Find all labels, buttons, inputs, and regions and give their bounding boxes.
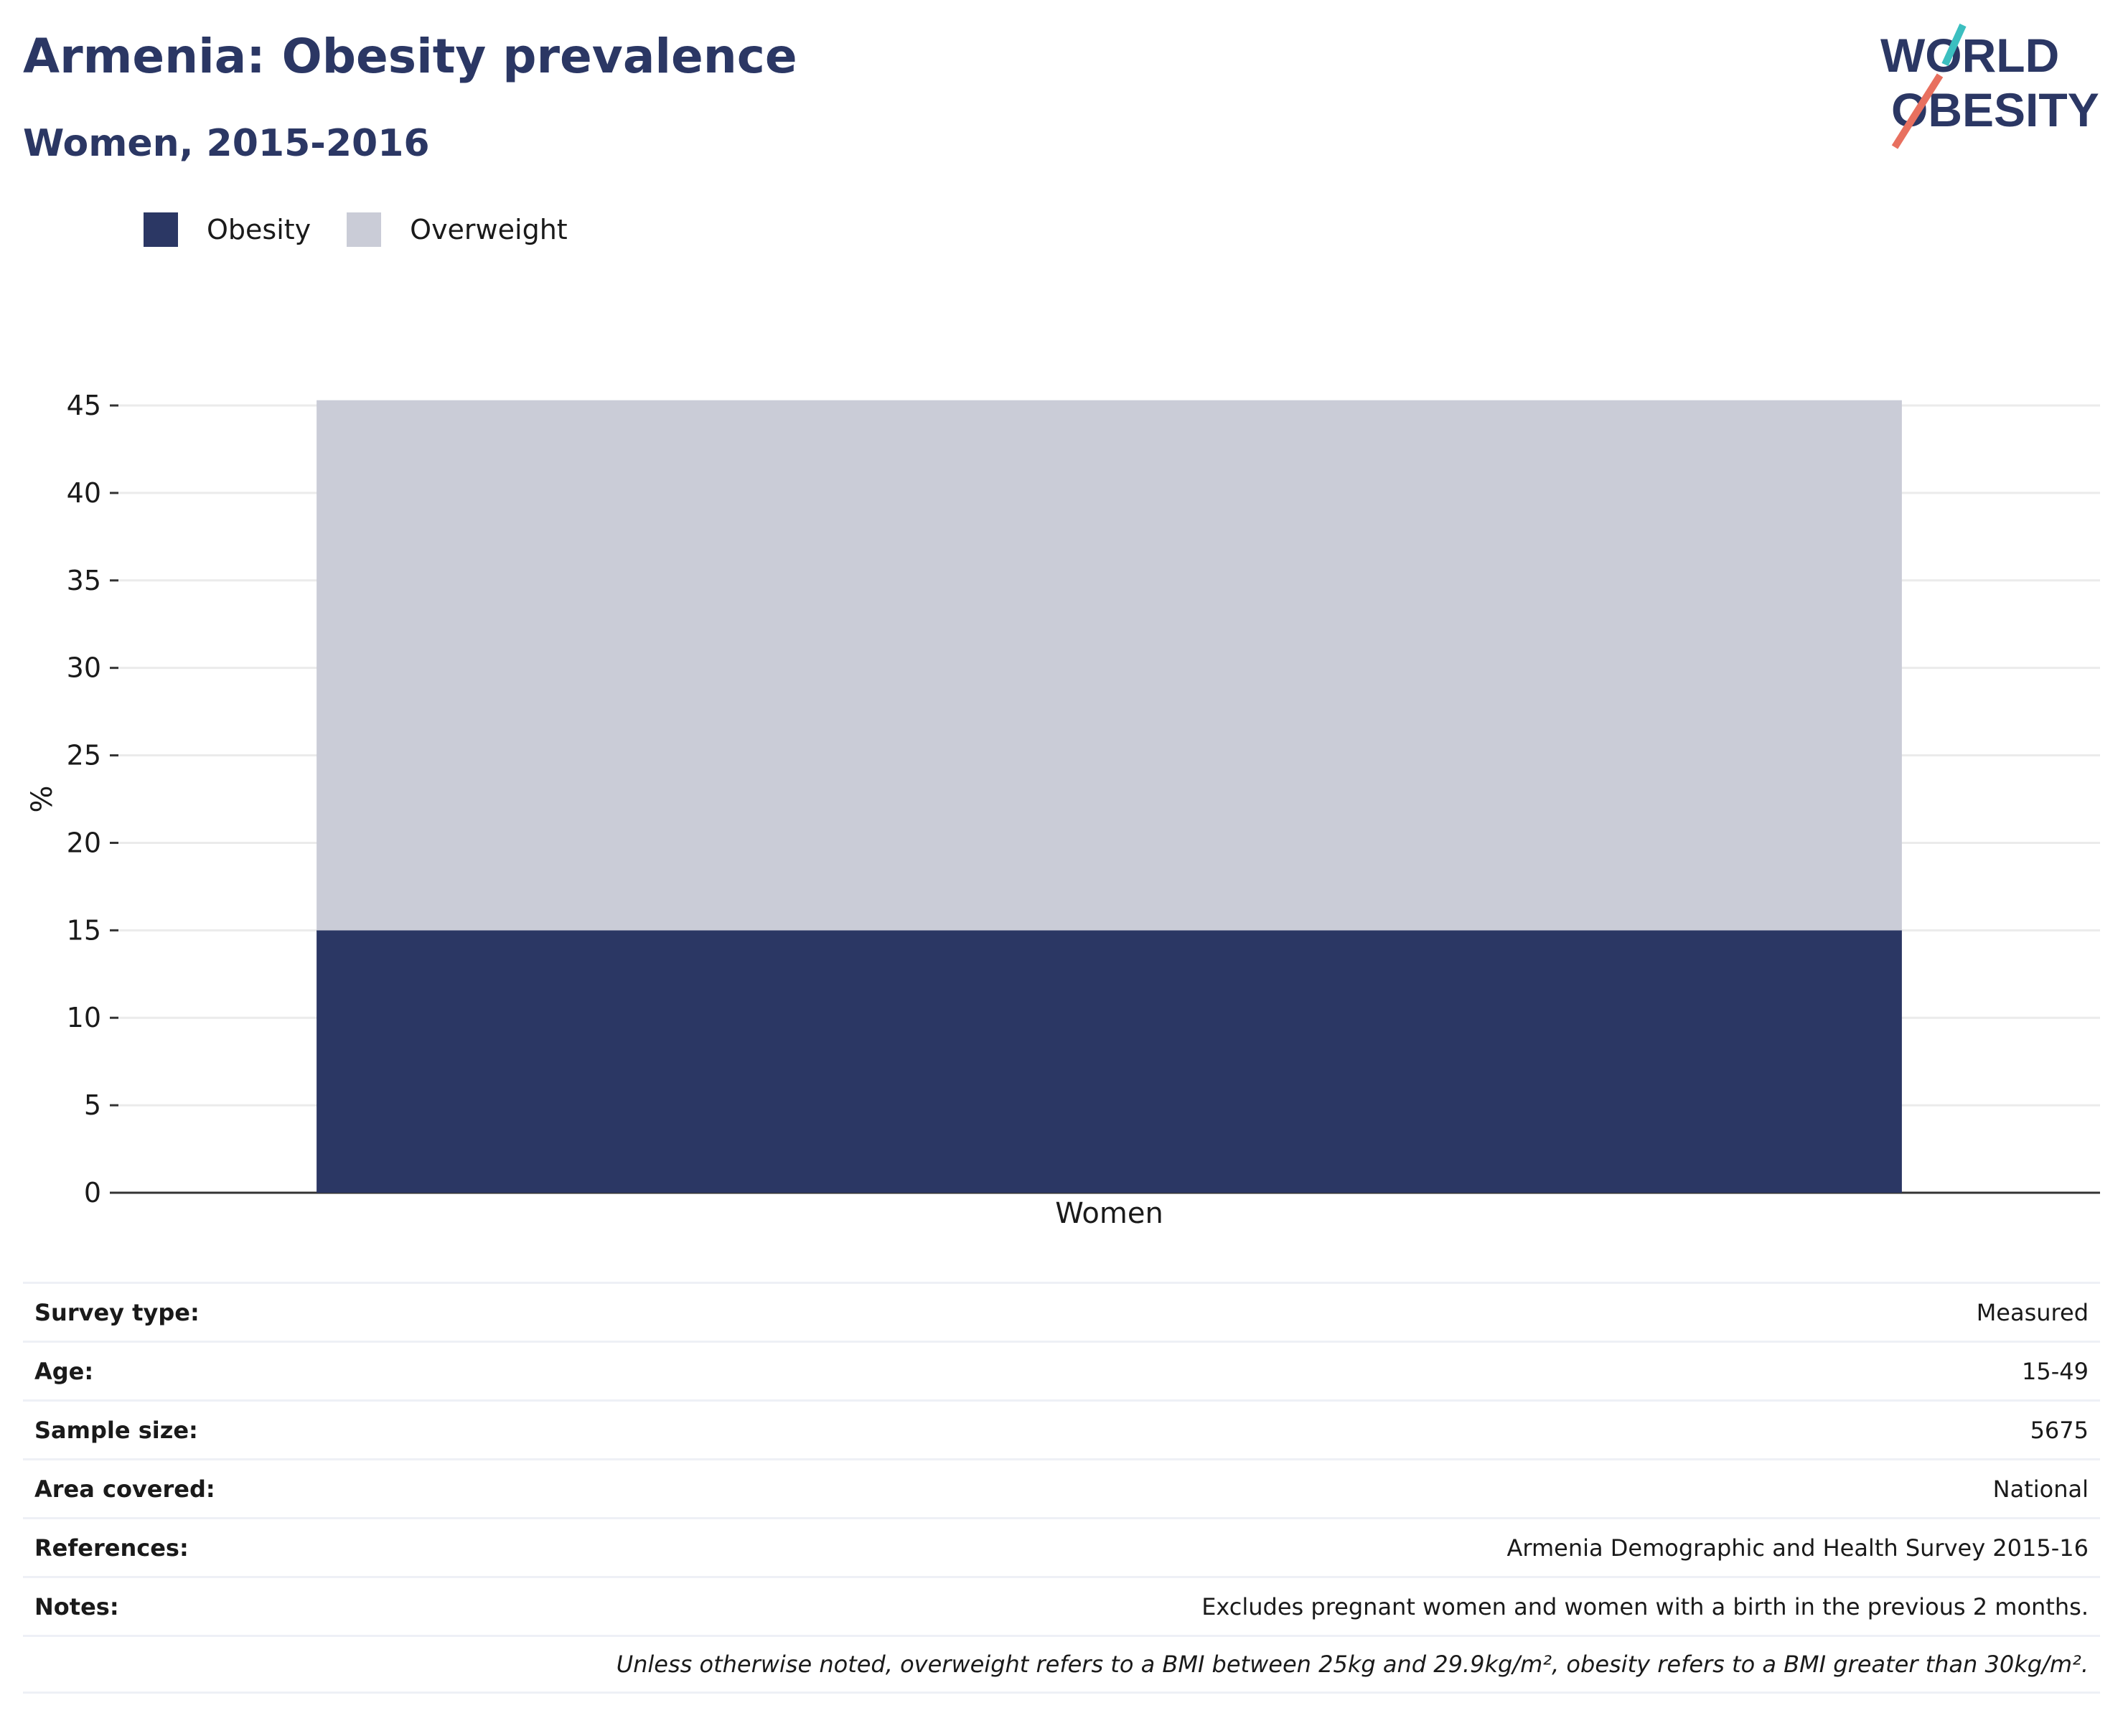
y-tick-label: 35: [67, 565, 101, 596]
info-row-age: Age: 15-49: [23, 1341, 2100, 1399]
info-label: Area covered:: [34, 1475, 215, 1503]
logo-line1: WORLD: [1880, 29, 2059, 82]
info-value: 5675: [2030, 1416, 2089, 1444]
legend-swatch-overweight: [347, 212, 382, 247]
bar-overweight: [317, 400, 1902, 931]
chart-title: Armenia: Obesity prevalence: [23, 29, 797, 84]
info-label: Notes:: [34, 1592, 119, 1620]
bar-obesity: [317, 930, 1902, 1193]
logo-coral-stroke: [1891, 73, 1944, 149]
y-tick-label: 10: [67, 1002, 101, 1033]
y-tick-label: 45: [67, 390, 101, 421]
y-tick-label: 15: [67, 914, 101, 946]
world-obesity-logo: WORLD OBESITY: [1880, 23, 2099, 149]
info-label: Age:: [34, 1357, 94, 1385]
info-label: References:: [34, 1534, 189, 1562]
legend-label-obesity: Obesity: [207, 214, 311, 245]
info-label: Sample size:: [34, 1416, 198, 1444]
legend-label-overweight: Overweight: [410, 214, 568, 245]
y-tick-label: 0: [84, 1177, 101, 1209]
info-value: Excludes pregnant women and women with a…: [1201, 1592, 2089, 1620]
info-value: Armenia Demographic and Health Survey 20…: [1506, 1534, 2089, 1562]
y-tick-label: 25: [67, 740, 101, 771]
legend-item-obesity[interactable]: Obesity: [144, 212, 311, 247]
logo-teal-stroke: [1941, 23, 1967, 67]
info-row-references: References: Armenia Demographic and Heal…: [23, 1517, 2100, 1576]
info-row-survey-type: Survey type: Measured: [23, 1282, 2100, 1341]
y-tick-label: 20: [67, 827, 101, 858]
y-tick-label: 30: [67, 652, 101, 684]
info-value: Measured: [1976, 1298, 2089, 1326]
chart-subtitle: Women, 2015-2016: [23, 122, 430, 165]
footnote: Unless otherwise noted, overweight refer…: [616, 1651, 2089, 1678]
x-tick-label: Women: [1055, 1197, 1163, 1230]
info-value: 15-49: [2022, 1357, 2089, 1385]
y-tick-label: 40: [67, 477, 101, 509]
info-label: Survey type:: [34, 1298, 200, 1326]
info-row-sample-size: Sample size: 5675: [23, 1399, 2100, 1458]
legend: Obesity Overweight: [144, 212, 604, 247]
info-row-area-covered: Area covered: National: [23, 1458, 2100, 1517]
legend-swatch-obesity: [144, 212, 178, 247]
legend-item-overweight[interactable]: Overweight: [347, 212, 568, 247]
info-row-footnote: Unless otherwise noted, overweight refer…: [23, 1635, 2100, 1694]
bar-chart: 0 5 10 15 20 25 30 35 40 45% Women: [26, 390, 2100, 1230]
info-row-notes: Notes: Excludes pregnant women and women…: [23, 1576, 2100, 1635]
y-axis-label: %: [26, 785, 59, 812]
info-value: National: [1992, 1475, 2089, 1503]
survey-info-table: Survey type: Measured Age: 15-49 Sample …: [23, 1282, 2100, 1694]
y-tick-label: 5: [84, 1089, 101, 1121]
